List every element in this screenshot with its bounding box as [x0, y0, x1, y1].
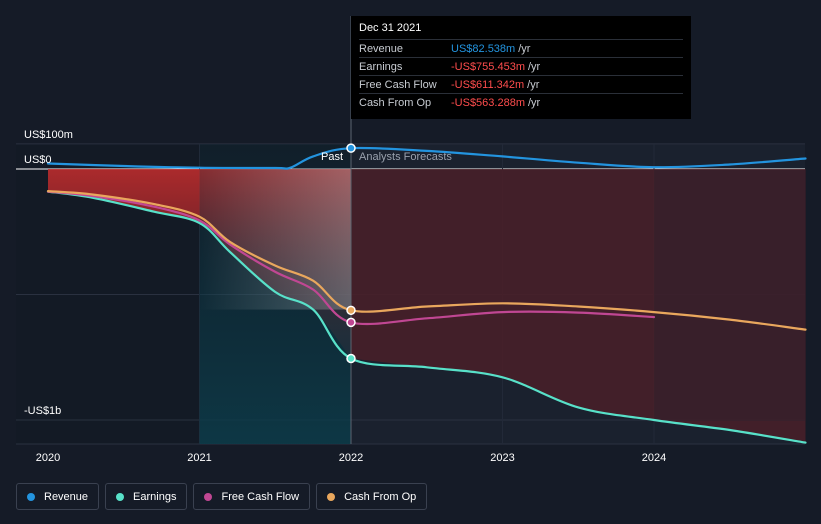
tooltip-row: Earnings -US$755.453m/yr [359, 57, 683, 75]
legend-item-earnings[interactable]: Earnings [105, 483, 188, 510]
tooltip-row-unit: /yr [527, 78, 540, 91]
tooltip-row-value: -US$755.453m [451, 60, 525, 73]
chart-svg: Past Analysts Forecasts US$100m US$0 -US$1b 2… [16, 16, 807, 464]
legend-dot-icon [204, 492, 213, 501]
revenue-marker [346, 143, 356, 153]
x-tick-label: 2023 [490, 452, 514, 464]
legend-dot-icon [327, 492, 336, 501]
x-tick-label: 2021 [187, 452, 211, 464]
tooltip-row-unit: /yr [528, 60, 541, 73]
legend: Revenue Earnings Free Cash Flow Cash From O… [16, 483, 428, 510]
legend-item-free-cash-flow[interactable]: Free Cash Flow [193, 483, 311, 510]
earnings-line [46, 190, 807, 444]
x-tick-label: 2024 [642, 452, 666, 464]
tooltip-row-value: -US$563.288m [451, 96, 525, 109]
tooltip: Dec 31 2021 Revenue US$82.538m/yr Earnings… [351, 16, 691, 119]
free-cash-flow-line [46, 190, 656, 326]
legend-label: Earnings [133, 490, 177, 503]
tooltip-date: Dec 31 2021 [359, 22, 422, 34]
tooltip-row-label: Earnings [359, 60, 403, 73]
axis-labels: Past Analysts Forecasts US$100m US$0 -US$1b 2… [24, 129, 666, 464]
tooltip-row: Free Cash Flow -US$611.342m/yr [359, 75, 683, 93]
legend-item-revenue[interactable]: Revenue [16, 483, 100, 510]
forecast-tail-shade [654, 170, 805, 421]
x-tick-label: 2022 [339, 452, 363, 464]
tooltip-row-value: -US$611.342m [451, 78, 525, 91]
earnings-marker [346, 353, 356, 364]
tooltip-row-value: US$82.538m [451, 42, 516, 55]
y-tick-label: US$0 [24, 154, 52, 166]
forecast-label: Analysts Forecasts [359, 151, 452, 163]
x-tick-label: 2020 [36, 452, 60, 464]
tooltip-row: Revenue US$82.538m/yr [359, 39, 683, 57]
y-tick-label: US$100m [24, 129, 73, 141]
legend-label: Free Cash Flow [221, 490, 300, 503]
legend-dot-icon [27, 492, 35, 501]
tooltip-row: Cash From Op -US$563.288m/yr [359, 93, 683, 111]
y-tick-label: -US$1b [24, 405, 61, 417]
legend-dot-icon [116, 492, 125, 501]
tooltip-row-label: Revenue [359, 42, 404, 55]
tooltip-rows: Revenue US$82.538m/yr Earnings -US$755.453m… [359, 39, 683, 111]
legend-label: Cash From Op [344, 490, 417, 503]
tooltip-row-unit: /yr [518, 42, 531, 55]
highlight-markers [346, 143, 356, 364]
legend-label: Revenue [44, 490, 89, 503]
legend-item-cash-from-op[interactable]: Cash From Op [316, 483, 428, 510]
cash-from-op-line [46, 190, 807, 331]
tooltip-row-label: Free Cash Flow [359, 78, 437, 91]
cash-from-op-marker [346, 305, 356, 316]
free-cash-flow-marker [346, 317, 356, 328]
past-label: Past [321, 151, 343, 163]
tooltip-row-label: Cash From Op [359, 96, 432, 109]
tooltip-row-unit: /yr [528, 96, 541, 109]
